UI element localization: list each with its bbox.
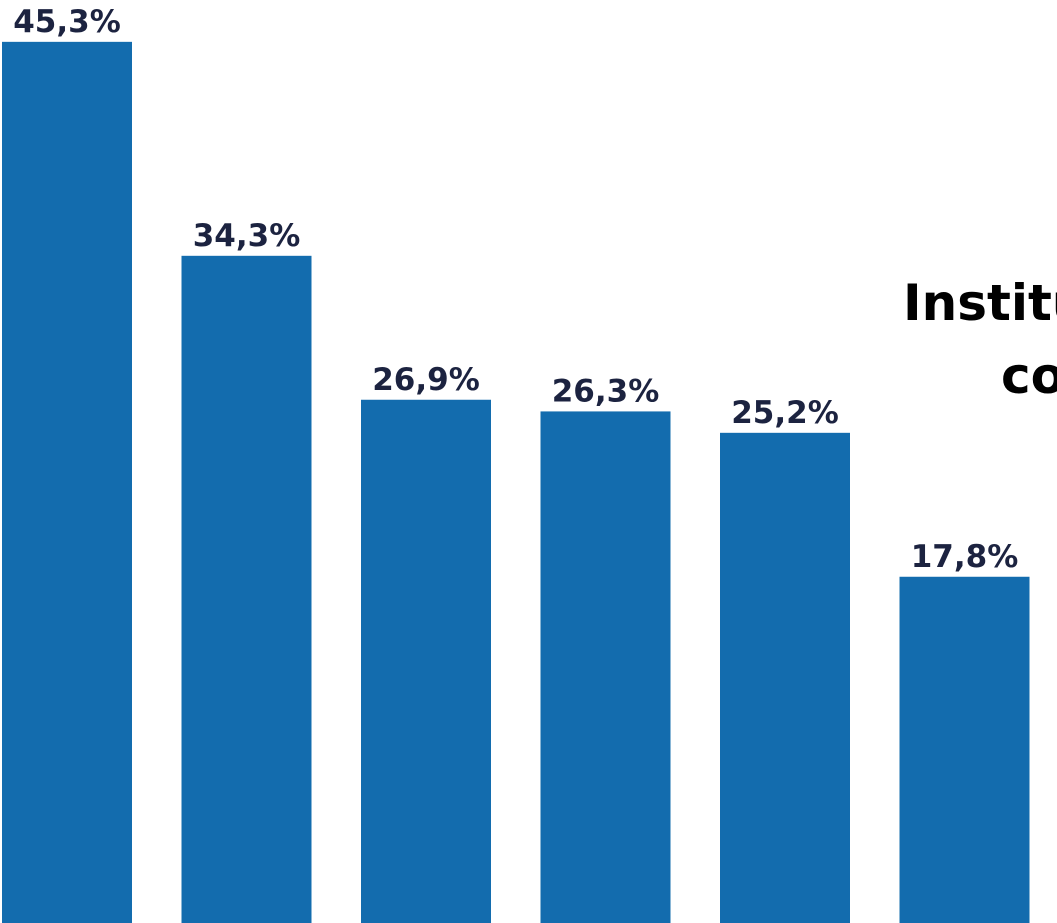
side-title-line-1: Institu <box>903 274 1057 332</box>
bar-4 <box>540 411 671 923</box>
side-title-line-2: co <box>1001 347 1057 405</box>
value-label-1: 45,3% <box>13 4 121 40</box>
value-label-2: 34,3% <box>193 218 301 254</box>
bar-6 <box>899 576 1030 923</box>
value-label-5: 25,2% <box>731 395 839 431</box>
value-labels-group: 45,3% 34,3% 26,9% 26,3% 25,2% 17,8% <box>13 4 1018 575</box>
bar-3 <box>361 399 491 923</box>
bar-1 <box>2 41 132 923</box>
value-label-4: 26,3% <box>552 373 660 409</box>
bar-5 <box>720 432 850 923</box>
bars-group <box>2 41 1030 923</box>
bar-2 <box>181 255 312 923</box>
value-label-3: 26,9% <box>372 362 480 398</box>
value-label-6: 17,8% <box>911 539 1019 575</box>
